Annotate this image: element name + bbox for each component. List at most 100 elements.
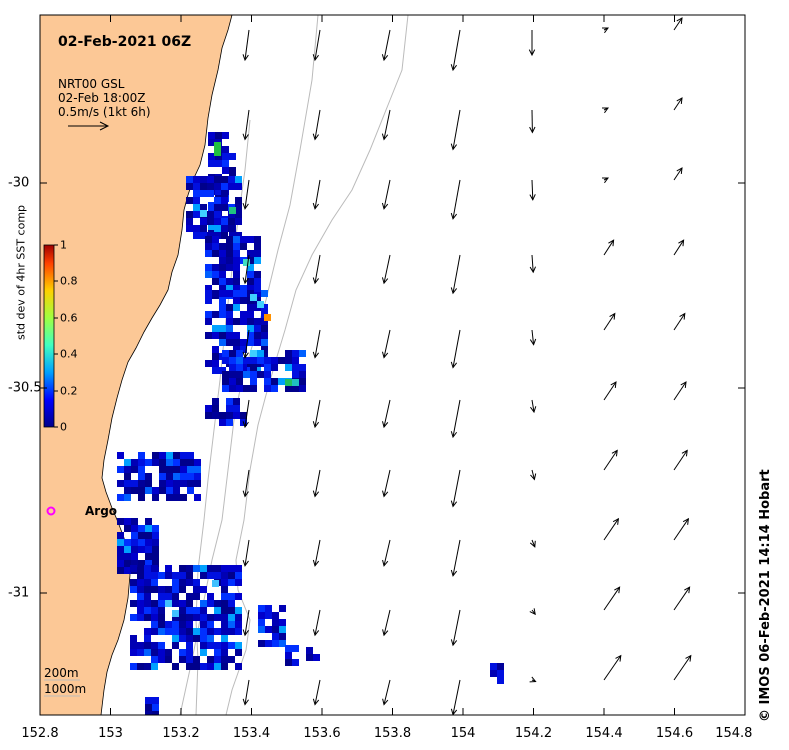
sst-cell: [186, 600, 193, 607]
sst-cell: [193, 183, 200, 190]
current-arrow: [244, 29, 250, 61]
sst-cell: [240, 346, 247, 353]
current-arrow-head: [450, 500, 458, 508]
sst-cell: [138, 567, 145, 574]
sst-cell: [193, 197, 200, 204]
sst-cell: [172, 593, 179, 600]
sst-cell: [214, 649, 221, 656]
current-arrow: [603, 586, 621, 611]
sst-cell: [221, 204, 228, 211]
current-arrow-head: [381, 351, 389, 359]
sst-cell: [247, 290, 254, 297]
sst-cell: [247, 257, 254, 264]
sst-cell: [200, 572, 207, 579]
sst-cell: [207, 572, 214, 579]
sst-cell: [229, 230, 236, 237]
sst-cell: [205, 250, 212, 257]
sst-cell: [205, 271, 212, 278]
sst-cell: [278, 357, 285, 364]
sst-cell: [200, 190, 207, 197]
sst-cell: [219, 339, 226, 346]
sst-cell: [226, 278, 233, 285]
current-arrow-head: [682, 517, 690, 525]
x-tick-label: 154.6: [655, 726, 694, 741]
current-arrow-head: [748, 18, 753, 24]
current-arrow: [744, 469, 745, 470]
sst-cell: [193, 593, 200, 600]
sst-cell: [172, 610, 179, 617]
sst-cell: [166, 466, 173, 473]
sst-cell: [254, 285, 261, 292]
current-arrow: [673, 450, 688, 471]
current-arrow-head: [611, 449, 618, 457]
sst-cell: [229, 364, 236, 371]
current-arrow: [452, 329, 461, 368]
current-arrow-head: [676, 17, 683, 25]
sst-cell: [173, 452, 180, 459]
current-arrow: [744, 179, 745, 180]
sst-cell: [200, 586, 207, 593]
sst-cell: [306, 654, 313, 661]
sst-cell: [226, 285, 233, 292]
sst-cell: [205, 236, 212, 243]
sst-cell: [200, 628, 207, 635]
sst-cell: [279, 619, 286, 626]
current-arrow-head: [601, 27, 609, 34]
sst-cell: [165, 628, 172, 635]
sst-cell: [221, 614, 228, 621]
sst-cell: [144, 663, 151, 670]
sst-cell: [215, 188, 222, 195]
sst-cell: [272, 619, 279, 626]
sst-cell: [221, 565, 228, 572]
sst-cell: [186, 656, 193, 663]
sst-cell: [247, 332, 254, 339]
current-arrow-head: [612, 517, 620, 525]
sst-cell: [279, 605, 286, 612]
current-arrow: [673, 313, 686, 331]
sst-cell: [490, 663, 497, 670]
current-arrow-head: [242, 351, 249, 359]
sst-cell: [152, 704, 159, 711]
sst-cell: [152, 459, 159, 466]
sst-cell: [158, 649, 165, 656]
sst-cell: [228, 600, 235, 607]
sst-cell: [235, 204, 242, 211]
sst-cell: [186, 628, 193, 635]
sst-cell: [221, 649, 228, 656]
sst-cell: [193, 204, 200, 211]
sst-cell: [124, 546, 131, 553]
current-arrow: [244, 469, 250, 497]
sst-cell: [221, 656, 228, 663]
sst-cell: [228, 628, 235, 635]
current-arrow-head: [751, 314, 756, 320]
sst-cell: [207, 211, 214, 218]
sst-cell: [226, 311, 233, 318]
sst-cell: [228, 642, 235, 649]
sst-cell: [221, 190, 228, 197]
current-arrow-head: [601, 107, 609, 114]
sst-cell: [193, 628, 200, 635]
sst-cell: [172, 663, 179, 670]
sst-cell: [235, 663, 242, 670]
sst-cell: [187, 487, 194, 494]
colorbar-tick-label: 0.8: [60, 274, 78, 288]
sst-cell: [250, 364, 257, 371]
current-arrow-head: [608, 239, 615, 247]
sst-cell: [219, 271, 226, 278]
sst-cell: [272, 633, 279, 640]
sst-cell: [152, 553, 159, 560]
current-arrow-head: [679, 312, 686, 320]
sst-cell: [214, 183, 221, 190]
axis-ticks: [39, 15, 746, 715]
sst-cell: [179, 656, 186, 663]
sst-cell: [236, 364, 243, 371]
sst-cell: [137, 649, 144, 656]
sst-cell: [200, 204, 207, 211]
current-arrow: [383, 679, 391, 705]
sst-cell: [226, 419, 233, 426]
current-arrow: [452, 539, 461, 576]
current-arrow-head: [753, 450, 758, 456]
sst-cell: [152, 525, 159, 532]
sst-cell: [187, 480, 194, 487]
sst-cell: [285, 379, 292, 386]
